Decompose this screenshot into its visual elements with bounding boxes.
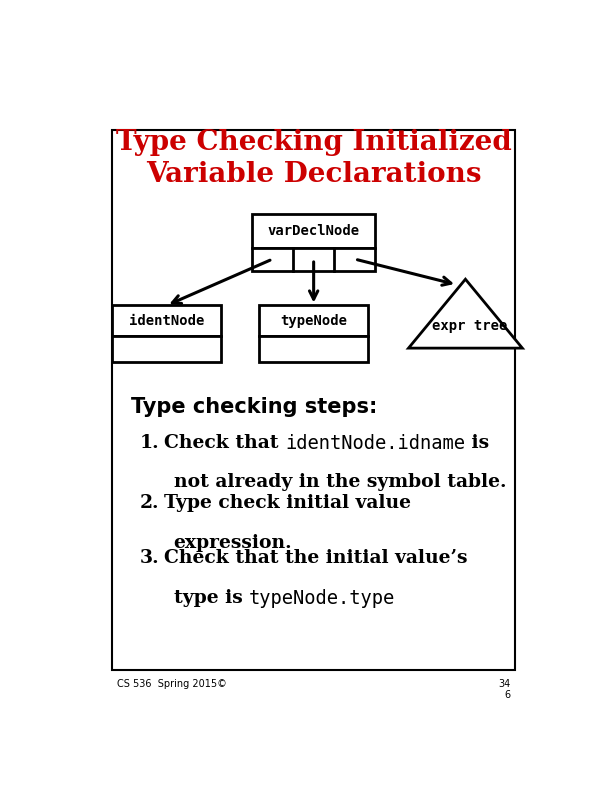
Text: 1.: 1. xyxy=(140,433,160,451)
Bar xyxy=(112,306,221,336)
Text: 2.: 2. xyxy=(140,494,160,512)
Bar xyxy=(259,336,368,361)
Text: Check that: Check that xyxy=(164,433,285,451)
Text: identNode: identNode xyxy=(129,314,204,328)
Bar xyxy=(112,336,221,361)
Text: identNode.idname: identNode.idname xyxy=(285,433,465,452)
Text: expr tree: expr tree xyxy=(433,319,508,333)
Text: Check that the initial value’s: Check that the initial value’s xyxy=(164,550,468,567)
Polygon shape xyxy=(409,280,523,348)
Text: Type checking steps:: Type checking steps: xyxy=(131,397,378,417)
Text: type is: type is xyxy=(174,589,249,607)
Text: typeNode: typeNode xyxy=(280,314,347,328)
Text: 34
6: 34 6 xyxy=(498,679,510,700)
Bar xyxy=(112,131,515,669)
Bar xyxy=(259,306,368,336)
Text: expression.: expression. xyxy=(174,534,293,552)
Text: CS 536  Spring 2015©: CS 536 Spring 2015© xyxy=(117,679,226,689)
Text: 3.: 3. xyxy=(140,550,160,567)
Text: not already in the symbol table.: not already in the symbol table. xyxy=(174,473,506,491)
Text: Type Checking Initialized
Variable Declarations: Type Checking Initialized Variable Decla… xyxy=(116,128,512,188)
Bar xyxy=(252,247,375,271)
Bar xyxy=(252,214,375,247)
Text: Type check initial value: Type check initial value xyxy=(164,494,411,512)
Text: typeNode.type: typeNode.type xyxy=(249,589,395,608)
Text: varDeclNode: varDeclNode xyxy=(267,223,360,238)
Text: is: is xyxy=(465,433,490,451)
